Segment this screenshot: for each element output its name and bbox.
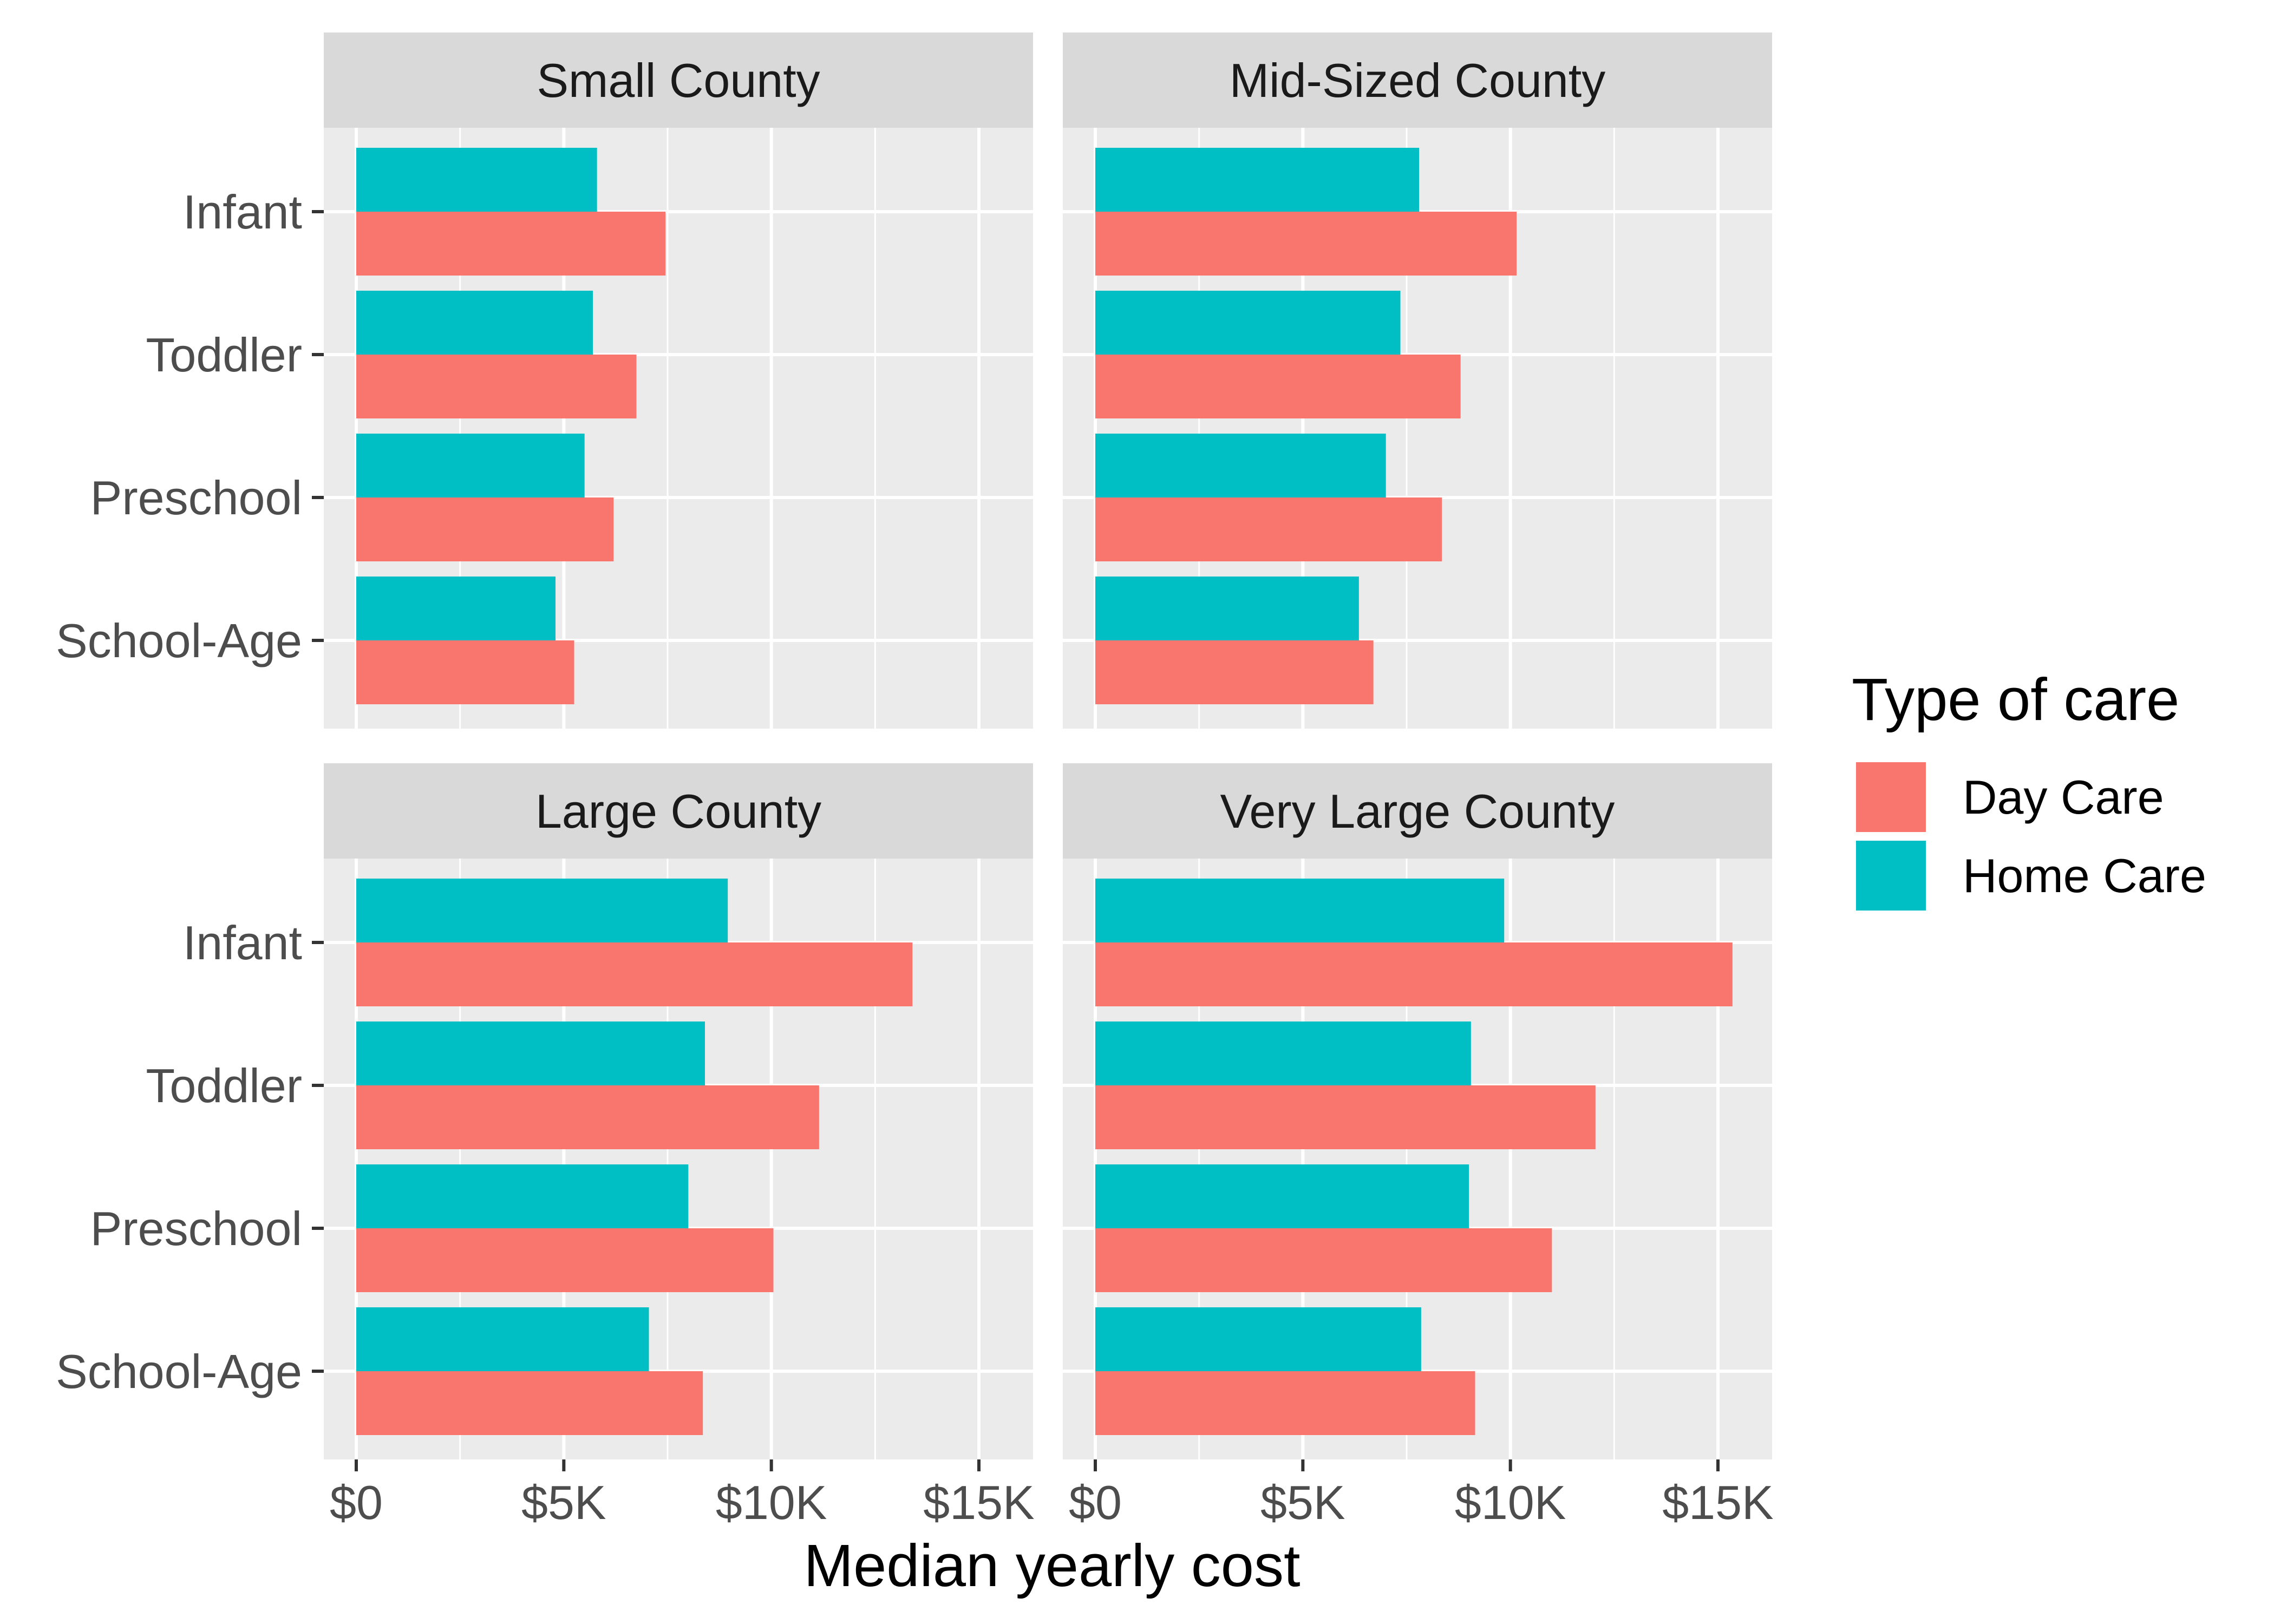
x-tick-label: $5K bbox=[1260, 1476, 1345, 1529]
legend-label-day-care: Day Care bbox=[1963, 770, 2164, 824]
x-tick-label: $0 bbox=[1069, 1476, 1122, 1529]
bar-large-county-school-age-day-care bbox=[356, 1371, 703, 1435]
bar-mid-sized-county-infant-home-care bbox=[1095, 148, 1419, 212]
panel-mid-sized-county: Mid-Sized County bbox=[1063, 32, 1772, 729]
panel-strip bbox=[324, 32, 1033, 128]
bar-very-large-county-preschool-home-care bbox=[1095, 1164, 1469, 1228]
bar-small-county-infant-home-care bbox=[356, 148, 597, 212]
panels: Small County Mid-Sized County Large County… bbox=[324, 32, 1772, 1459]
bar-small-county-preschool-day-care bbox=[356, 497, 614, 561]
x-tick-label: $10K bbox=[1455, 1476, 1566, 1529]
bar-large-county-toddler-day-care bbox=[356, 1085, 819, 1149]
bar-very-large-county-infant-home-care bbox=[1095, 879, 1505, 942]
bar-mid-sized-county-toddler-home-care bbox=[1095, 291, 1401, 355]
x-axes: $0 $5K $10K $15K $0 $5K $10K $15K bbox=[330, 1459, 1774, 1529]
x-tick-label: $15K bbox=[923, 1476, 1035, 1529]
bar-large-county-infant-day-care bbox=[356, 942, 913, 1006]
legend-key-home-care bbox=[1853, 837, 1929, 914]
y-axes: Infant Toddler Preschool School-Age Infant To… bbox=[56, 185, 324, 1398]
y-tick-label: Infant bbox=[183, 916, 302, 970]
bar-very-large-county-preschool-day-care bbox=[1095, 1228, 1552, 1292]
bar-small-county-toddler-day-care bbox=[356, 355, 637, 418]
bar-small-county-preschool-home-care bbox=[356, 434, 585, 497]
panel-small-county: Small County bbox=[324, 32, 1033, 729]
bar-very-large-county-infant-day-care bbox=[1095, 942, 1733, 1006]
x-tick-label: $10K bbox=[716, 1476, 827, 1529]
y-tick-label: Preschool bbox=[90, 1202, 302, 1255]
bar-mid-sized-county-toddler-day-care bbox=[1095, 355, 1461, 418]
y-tick-label: Toddler bbox=[146, 1059, 302, 1112]
bar-very-large-county-school-age-day-care bbox=[1095, 1371, 1475, 1435]
bar-very-large-county-toddler-day-care bbox=[1095, 1085, 1596, 1149]
bar-large-county-infant-home-care bbox=[356, 879, 728, 942]
y-tick-label: Infant bbox=[183, 185, 302, 239]
y-tick-label: School-Age bbox=[56, 614, 302, 667]
x-axis-title: Median yearly cost bbox=[803, 1533, 1300, 1599]
x-tick-label: $5K bbox=[521, 1476, 606, 1529]
x-tick-label: $0 bbox=[330, 1476, 383, 1529]
panel-title: Very Large County bbox=[1220, 784, 1615, 838]
bar-large-county-preschool-day-care bbox=[356, 1228, 774, 1292]
bar-large-county-toddler-home-care bbox=[356, 1021, 705, 1085]
panel-strip bbox=[1063, 763, 1772, 859]
panel-title: Large County bbox=[535, 784, 821, 838]
bar-large-county-preschool-home-care bbox=[356, 1164, 689, 1228]
panel-strip bbox=[324, 763, 1033, 859]
bar-very-large-county-school-age-home-care bbox=[1095, 1307, 1421, 1371]
legend-label-home-care: Home Care bbox=[1963, 849, 2206, 902]
legend: Type of care Day Care Home Care bbox=[1852, 666, 2206, 914]
legend-key-day-care bbox=[1853, 759, 1929, 835]
x-tick-label: $15K bbox=[1662, 1476, 1774, 1529]
panel-title: Small County bbox=[537, 54, 820, 107]
bar-very-large-county-toddler-home-care bbox=[1095, 1021, 1471, 1085]
bar-small-county-school-age-home-care bbox=[356, 577, 556, 640]
legend-title: Type of care bbox=[1852, 666, 2179, 733]
bar-small-county-infant-day-care bbox=[356, 212, 666, 276]
panel-title: Mid-Sized County bbox=[1230, 54, 1606, 107]
bar-mid-sized-county-preschool-home-care bbox=[1095, 434, 1386, 497]
panel-strip bbox=[1063, 32, 1772, 128]
y-tick-label: Preschool bbox=[90, 471, 302, 525]
y-tick-label: Toddler bbox=[146, 328, 302, 382]
bar-mid-sized-county-school-age-home-care bbox=[1095, 577, 1359, 640]
panel-large-county: Large County bbox=[324, 763, 1033, 1459]
bar-small-county-toddler-home-care bbox=[356, 291, 593, 355]
bar-mid-sized-county-preschool-day-care bbox=[1095, 497, 1442, 561]
bar-small-county-school-age-day-care bbox=[356, 640, 574, 704]
panel-very-large-county: Very Large County bbox=[1063, 763, 1772, 1459]
y-tick-label: School-Age bbox=[56, 1345, 302, 1398]
bar-mid-sized-county-school-age-day-care bbox=[1095, 640, 1374, 704]
bar-large-county-school-age-home-care bbox=[356, 1307, 649, 1371]
bar-mid-sized-county-infant-day-care bbox=[1095, 212, 1517, 276]
